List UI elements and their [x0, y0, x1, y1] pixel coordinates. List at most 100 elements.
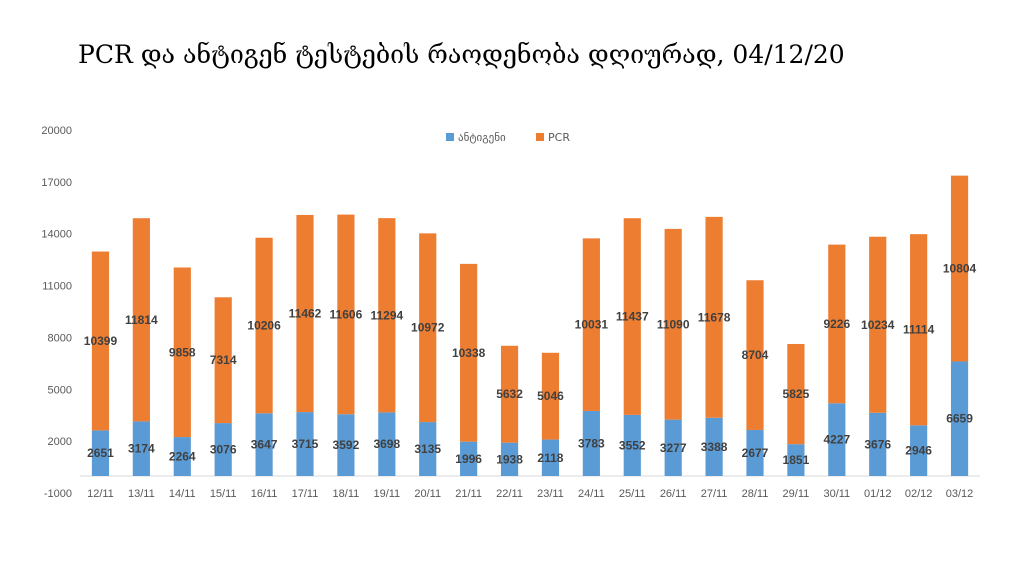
bar-antigen [337, 414, 355, 476]
x-tick-label: 20/11 [414, 488, 441, 500]
chart-title: PCR და ანტიგენ ტესტების რაოდენობა დღიურა… [78, 40, 845, 69]
data-label: 3076 [210, 443, 237, 457]
bar-pcr [664, 228, 682, 420]
bar-antigen [623, 414, 641, 476]
bar-antigen [664, 419, 682, 476]
data-label: 5046 [537, 389, 564, 403]
data-label: 2118 [537, 451, 563, 465]
data-label: 2651 [87, 446, 114, 460]
x-tick-label: 18/11 [333, 488, 360, 500]
data-label: 1996 [455, 452, 482, 466]
x-tick-label: 12/11 [87, 488, 114, 500]
data-label: 2677 [742, 446, 769, 460]
bar-antigen [910, 425, 928, 476]
y-tick-label: 17000 [41, 177, 72, 189]
data-label: 11114 [903, 323, 935, 337]
bar-pcr [337, 214, 355, 415]
data-label: 2264 [169, 450, 196, 464]
bar-antigen [419, 422, 437, 476]
bar-antigen [91, 430, 110, 476]
data-label: 1938 [496, 452, 523, 466]
bar-pcr [541, 352, 560, 440]
bar-antigen [746, 429, 764, 476]
x-tick-label: 16/11 [251, 488, 278, 500]
bar-antigen [705, 417, 723, 476]
legend-label-antigen: ანტიგენი [458, 131, 506, 144]
data-label: 7314 [210, 353, 237, 367]
legend-swatch-pcr [536, 133, 544, 141]
x-tick-label: 29/11 [783, 488, 810, 500]
x-tick-label: 21/11 [455, 488, 482, 500]
y-tick-label: 11000 [42, 281, 72, 293]
data-label: 10804 [943, 262, 977, 276]
bar-antigen [582, 410, 600, 476]
data-label: 3552 [619, 438, 646, 452]
x-tick-label: 19/11 [373, 488, 400, 500]
data-label: 11678 [698, 310, 731, 324]
bar-pcr [173, 267, 191, 438]
x-tick-label: 13/11 [128, 488, 155, 500]
data-label: 3647 [251, 438, 278, 452]
data-label: 11606 [330, 307, 363, 321]
bar-pcr [255, 237, 273, 414]
y-tick-label: 2000 [48, 436, 72, 448]
x-tick-label: 26/11 [660, 488, 687, 500]
data-label: 3715 [292, 437, 319, 451]
bar-pcr [296, 214, 314, 413]
bar-antigen [828, 403, 846, 476]
bar-pcr [419, 233, 437, 423]
x-tick-label: 17/11 [292, 488, 319, 500]
x-tick-label: 30/11 [823, 488, 850, 500]
bar-pcr [746, 280, 764, 430]
data-label: 2946 [905, 444, 932, 458]
bar-pcr [787, 343, 805, 445]
data-label: 3783 [578, 436, 605, 450]
bar-pcr [500, 345, 519, 443]
bar-antigen [787, 444, 805, 476]
data-label: 11437 [616, 310, 649, 324]
bar-pcr [869, 236, 887, 413]
y-tick-label: 20000 [41, 125, 72, 137]
bar-pcr [910, 234, 928, 426]
bar-pcr [132, 218, 150, 422]
x-tick-label: 02/12 [905, 488, 933, 500]
data-label: 10399 [84, 334, 118, 348]
legend-swatch-antigen [446, 133, 454, 141]
bar-pcr [582, 238, 600, 411]
bar-pcr [705, 216, 723, 418]
bar-antigen [173, 437, 191, 476]
data-label: 5825 [783, 387, 810, 401]
data-label: 3277 [660, 441, 687, 455]
data-label: 10234 [861, 318, 895, 332]
data-label: 3135 [414, 442, 441, 456]
y-tick-label: 8000 [48, 332, 72, 344]
x-tick-label: 14/11 [169, 488, 196, 500]
data-label: 9858 [169, 345, 196, 359]
x-tick-label: 23/11 [537, 488, 564, 500]
data-label: 3174 [128, 442, 155, 456]
data-label: 6659 [946, 412, 973, 426]
x-tick-label: 28/11 [742, 488, 769, 500]
x-tick-label: 25/11 [619, 488, 646, 500]
data-label: 3592 [333, 438, 360, 452]
data-label: 10206 [247, 319, 281, 333]
bar-pcr [214, 297, 232, 424]
bar-antigen [378, 412, 396, 476]
legend-label-pcr: PCR [548, 131, 570, 144]
x-tick-label: 27/11 [701, 488, 728, 500]
x-tick-label: 15/11 [210, 488, 237, 500]
x-tick-label: 22/11 [496, 488, 523, 500]
bar-antigen [500, 442, 519, 476]
bar-antigen [869, 412, 887, 476]
data-label: 3676 [864, 437, 891, 451]
bar-pcr [828, 244, 846, 404]
data-label: 8704 [742, 348, 769, 362]
bar-antigen [950, 361, 969, 476]
data-label: 3388 [701, 440, 728, 454]
x-tick-label: 01/12 [864, 488, 892, 500]
data-label: 11294 [370, 308, 403, 322]
data-label: 11462 [289, 307, 322, 321]
data-label: 10338 [452, 346, 486, 360]
